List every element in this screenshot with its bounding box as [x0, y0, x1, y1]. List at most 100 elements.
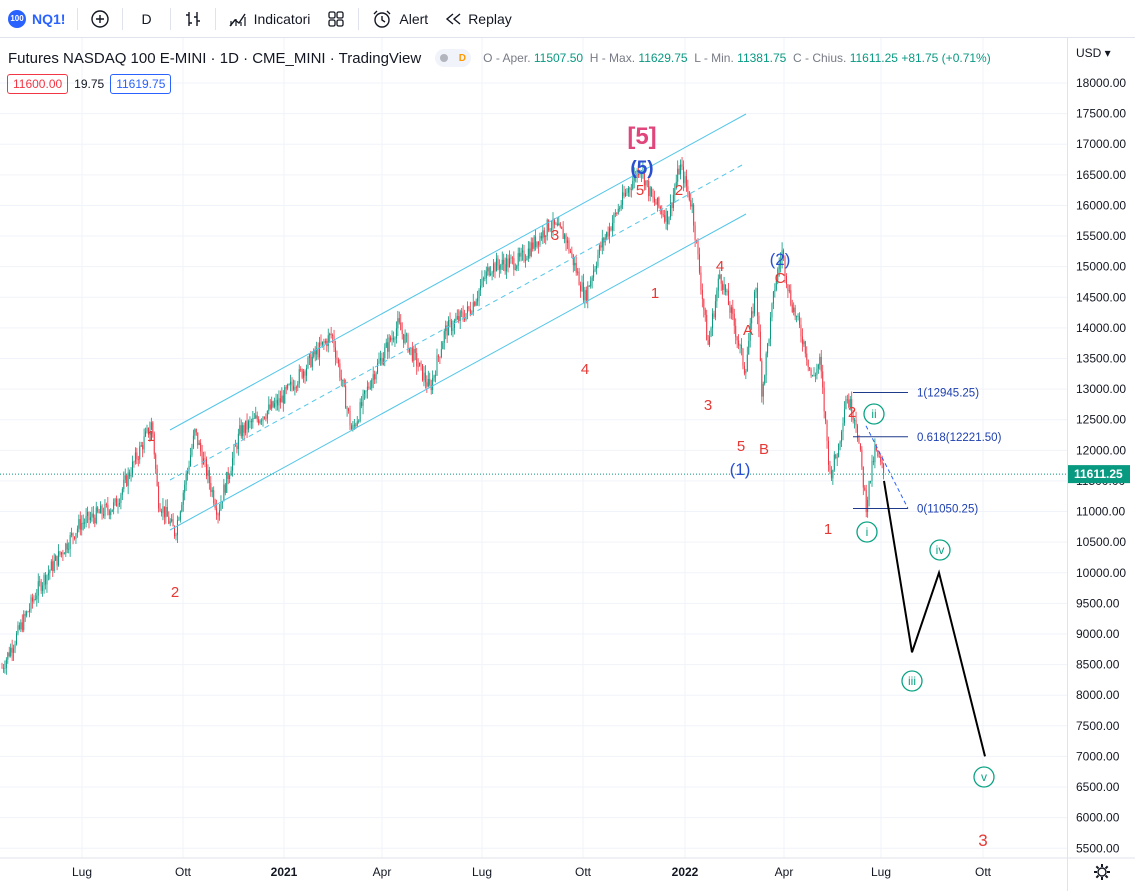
candle-body: [806, 353, 808, 360]
candle-body: [743, 365, 745, 374]
divider: [77, 7, 79, 30]
candle-body: [223, 484, 225, 502]
price-axis-divider: [1067, 38, 1068, 891]
candle-body: [384, 347, 386, 358]
candle-body: [493, 263, 495, 273]
candle-body: [591, 277, 593, 281]
candle-body: [553, 218, 555, 225]
candle-body: [103, 513, 104, 516]
fib-trend-line: [865, 425, 909, 509]
candle-body: [822, 371, 824, 388]
candle-body: [459, 311, 461, 322]
last-price-tag: [1068, 465, 1130, 484]
candle-body: [33, 599, 35, 602]
candle-body: [311, 356, 313, 367]
candle-body: [424, 372, 426, 383]
open-label: O - Aper.: [483, 51, 531, 65]
price-tick-label: 17500.00: [1076, 107, 1126, 121]
candle-body: [174, 526, 176, 537]
candle-body: [436, 355, 438, 376]
currency-selector[interactable]: USD ▾: [1076, 46, 1111, 60]
chart-style-button[interactable]: [175, 0, 211, 37]
wave-label: 4: [581, 361, 589, 378]
candle-body: [480, 285, 481, 290]
candle-body: [297, 383, 299, 388]
symbol-search[interactable]: 100 NQ1!: [0, 0, 73, 37]
candle-body: [319, 342, 321, 358]
candle-body: [216, 508, 218, 515]
candle-body: [71, 533, 73, 536]
candle-body: [646, 180, 648, 182]
candle-body: [701, 289, 703, 300]
alert-button[interactable]: Alert: [363, 0, 436, 37]
wave-label: 2: [171, 584, 179, 601]
candle-body: [626, 192, 628, 194]
replay-label: Replay: [468, 10, 512, 27]
candle-body: [875, 446, 877, 451]
candle-body: [813, 375, 815, 377]
candle-body: [8, 652, 10, 657]
candle-body: [5, 659, 7, 669]
compare-button[interactable]: [82, 0, 118, 37]
candle-body: [308, 354, 310, 358]
candle-body: [366, 386, 368, 391]
bid-button[interactable]: 11600.00: [7, 74, 69, 94]
time-tick-label: Lug: [72, 865, 92, 879]
replay-button[interactable]: Replay: [436, 0, 520, 37]
candle-body: [633, 174, 635, 181]
indicators-button[interactable]: Indicatori: [220, 0, 319, 37]
candle-body: [127, 472, 129, 486]
candle-body: [606, 232, 608, 238]
candle-body: [382, 357, 384, 365]
candle-body: [136, 452, 138, 460]
candle-body: [387, 342, 389, 352]
ask-button[interactable]: 11619.75: [110, 74, 172, 94]
candle-body: [632, 180, 634, 190]
layout-grid-icon: [328, 10, 345, 27]
candle-body: [456, 316, 458, 320]
candle-body: [74, 536, 75, 539]
candle-body: [809, 367, 811, 370]
candle-body: [775, 280, 777, 290]
candle-body: [379, 357, 381, 361]
candle-body: [361, 402, 363, 406]
candle-body: [87, 512, 89, 517]
candle-body: [375, 372, 377, 380]
candle-body: [575, 262, 577, 273]
candle-body: [201, 451, 203, 465]
candle-body: [829, 464, 831, 471]
candle-body: [287, 384, 289, 389]
candle-body: [803, 341, 805, 345]
candle-body: [313, 349, 315, 357]
candle-body: [146, 427, 148, 432]
wave-circle-marker: [901, 670, 923, 692]
wave-label: 1: [824, 521, 832, 538]
candle-body: [846, 399, 848, 401]
candle-body: [120, 494, 122, 503]
candle-body: [741, 345, 742, 349]
candle-body: [84, 522, 86, 524]
close-label: C - Chius.: [793, 51, 847, 65]
interval-button[interactable]: D: [127, 0, 165, 37]
candle-body: [540, 235, 542, 239]
candle-body: [700, 272, 702, 290]
candle-body: [690, 200, 692, 207]
candle-body: [108, 510, 110, 516]
candle-body: [346, 408, 348, 410]
wave-label-circled: ii: [871, 407, 876, 421]
candle-body: [593, 270, 595, 278]
candle-body: [469, 309, 471, 314]
candle-body: [34, 599, 36, 600]
candle-body: [110, 511, 112, 516]
candle-body: [92, 513, 94, 518]
candle-body: [836, 457, 838, 459]
candle-body: [292, 385, 294, 390]
low-label: L - Min.: [694, 51, 734, 65]
price-chart[interactable]: 18000.0017500.0017000.0016500.0016000.00…: [0, 38, 1135, 891]
candle-body: [435, 375, 437, 377]
candle-body: [175, 534, 177, 537]
candle-body: [445, 325, 447, 332]
layout-button[interactable]: [318, 0, 354, 37]
data-status-badge[interactable]: D: [435, 49, 472, 67]
candle-body: [165, 506, 167, 518]
